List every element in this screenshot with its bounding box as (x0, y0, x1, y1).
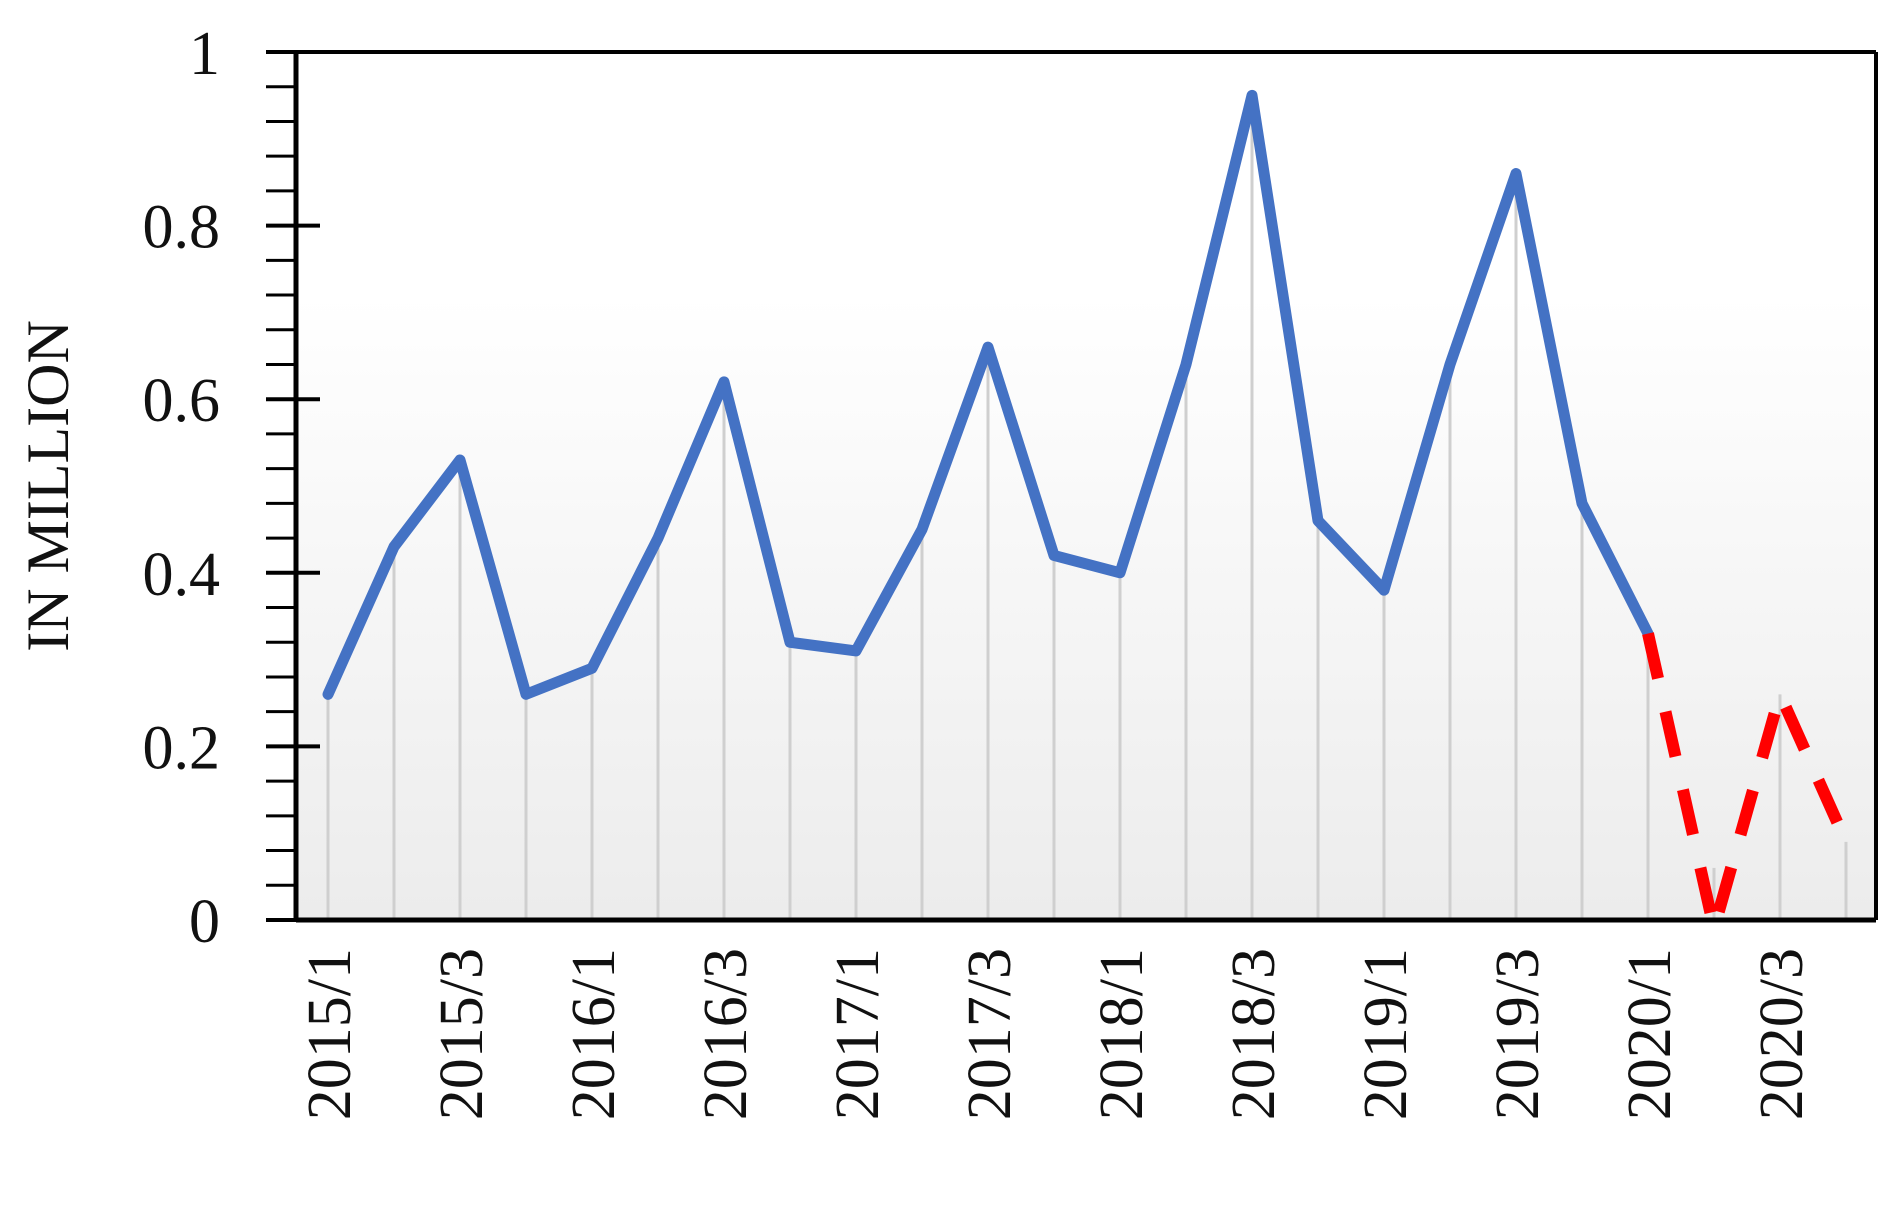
data-point (917, 524, 928, 535)
y-tick-label: 0.2 (143, 714, 221, 782)
forecast-data-point (1643, 628, 1654, 639)
drop-lines (326, 95, 1848, 920)
data-point (389, 541, 400, 552)
data-point (1379, 585, 1390, 596)
data-point (323, 689, 334, 700)
forecast-data-point (1709, 923, 1720, 934)
forecast-series-line (1642, 632, 1852, 935)
y-axis: 0 0.2 0.4 0.6 0.8 1 (143, 20, 320, 956)
actual-series-line (322, 89, 1654, 700)
data-point (455, 454, 466, 465)
plot-frame (293, 50, 1878, 923)
x-tick-label: 2018/1 (1088, 948, 1156, 1120)
x-tick-label: 2018/3 (1220, 948, 1288, 1120)
data-point (851, 645, 862, 656)
data-point (1313, 515, 1324, 526)
data-point (1049, 550, 1060, 561)
series-layer (322, 89, 1852, 935)
x-tick-label: 2015/3 (428, 948, 496, 1120)
y-tick-label: 0 (189, 888, 220, 956)
x-tick-label: 2019/3 (1484, 948, 1552, 1120)
x-tick-label: 2016/1 (560, 948, 628, 1120)
data-point (1115, 567, 1126, 578)
forecast-data-point (1775, 689, 1786, 700)
data-point (1445, 359, 1456, 370)
y-tick-label: 1 (189, 20, 220, 88)
data-point (719, 376, 730, 387)
forecast-data-point (1841, 836, 1852, 847)
data-point (1181, 359, 1192, 370)
data-point (1577, 498, 1588, 509)
y-tick-label: 0.8 (143, 194, 221, 262)
x-axis: 2015/1 2015/3 2016/1 2016/3 2017/1 2017/3 2018… (296, 948, 1816, 1120)
y-tick-label: 0.6 (143, 367, 221, 435)
data-point (1247, 90, 1258, 101)
data-point (587, 663, 598, 674)
data-point (653, 533, 664, 544)
x-tick-label: 2020/3 (1748, 948, 1816, 1120)
y-axis-label: IN MILLION (15, 320, 81, 652)
x-tick-label: 2015/1 (296, 948, 364, 1120)
x-tick-label: 2017/1 (824, 948, 892, 1120)
y-tick-label: 0.4 (143, 541, 221, 609)
data-point (785, 637, 796, 648)
plot-background (296, 52, 1876, 920)
x-tick-label: 2020/1 (1616, 948, 1684, 1120)
data-point (1511, 168, 1522, 179)
data-point (521, 689, 532, 700)
data-point (983, 342, 994, 353)
x-tick-label: 2019/1 (1352, 948, 1420, 1120)
x-tick-label: 2017/3 (956, 948, 1024, 1120)
x-tick-label: 2016/3 (692, 948, 760, 1120)
